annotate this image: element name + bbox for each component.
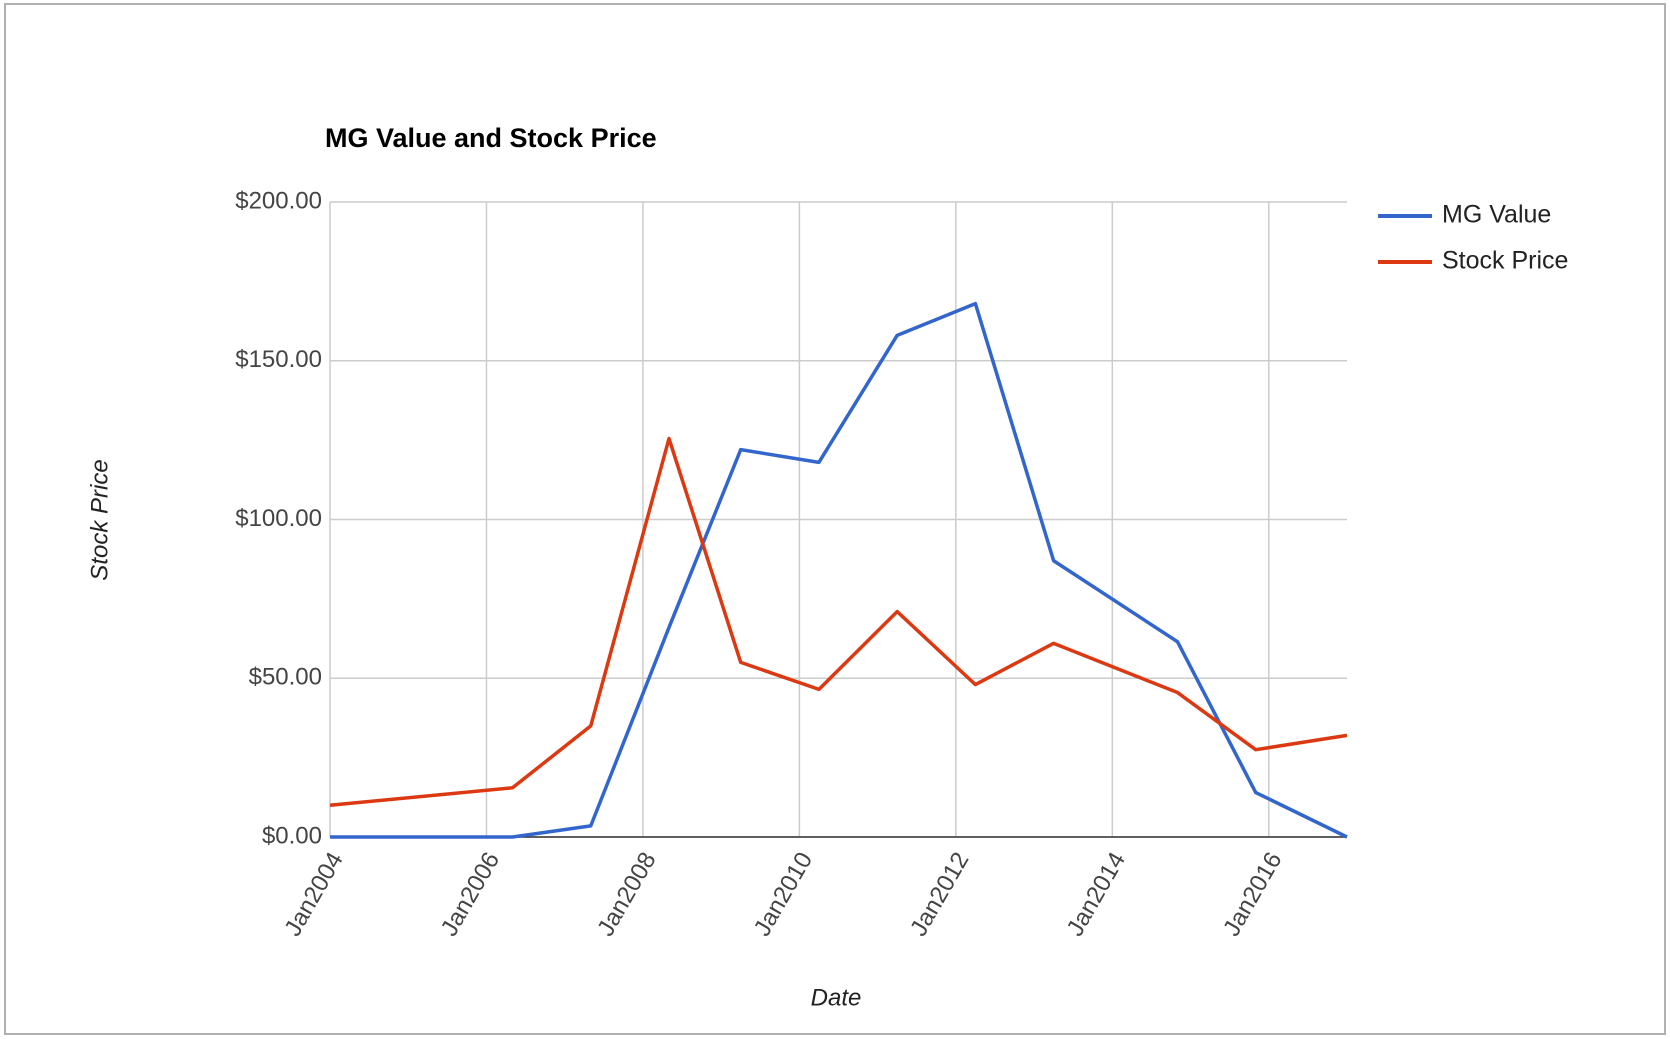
series-line [330,301,1348,839]
legend-label: MG Value [1442,201,1551,229]
y-tick-label: $50.00 [249,664,322,691]
y-tick-label: $100.00 [235,505,322,532]
x-axis-label: Date [811,984,862,1011]
legend-label: Stock Price [1442,247,1568,275]
y-axis-label: Stock Price [86,459,113,580]
y-tick-label: $150.00 [235,346,322,373]
y-tick-label: $0.00 [262,822,322,849]
y-tick-label: $200.00 [235,187,322,214]
chart-title: MG Value and Stock Price [325,123,657,153]
series-line [329,436,1348,807]
